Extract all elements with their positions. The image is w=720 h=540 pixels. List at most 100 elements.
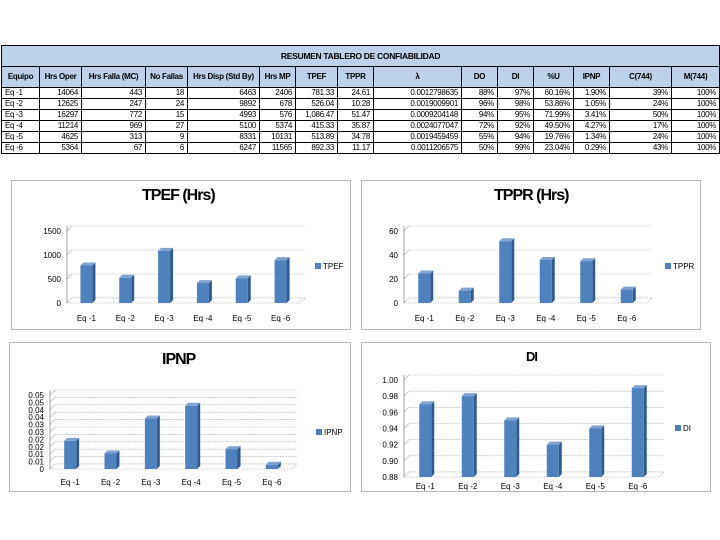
table-cell: 11.17 [337,142,374,154]
grid-tick-depth [403,407,410,413]
y-tick-label: 0.03 [28,421,44,430]
y-tick-label: 0.03 [28,428,44,437]
table-cell: 892.33 [295,142,338,154]
y-tick-label: 0.02 [28,435,44,444]
bar [119,274,135,303]
reliability-summary-table: RESUMEN TABLERO DE CONFIABILIDAD Equipo H… [0,45,720,154]
grid-tick-depth [66,225,73,232]
table-cell: 39% [609,87,672,99]
column-header: DO [461,66,498,88]
column-header: DI [497,66,534,88]
bar-side [431,401,435,477]
gridlines [403,374,664,478]
table-cell: 10131 [259,131,296,143]
table-cell: 576 [259,109,296,121]
table-cell: 247 [81,98,146,110]
equipment-cell: Eq -3 [1,109,40,121]
y-tick-label: 0.98 [382,392,398,401]
x-tick-label: Eq -6 [628,482,648,491]
y-tick-label: 500 [48,275,62,284]
table-cell: 4625 [39,131,82,143]
bar [580,258,596,303]
grid-tick-depth [49,434,56,440]
column-header: M(744) [670,66,720,88]
grid-tick-depth [49,426,56,433]
bar-side [551,256,555,303]
table-cell: 5100 [187,120,260,132]
table-row: Eq -1 14064 443 18 6463 2406 781.33 24.61 0.0012… [1,87,720,99]
table-cell: 9892 [187,98,260,110]
bar-top [104,450,120,454]
table-cell: 43% [609,142,672,154]
x-tick-label: Eq -4 [182,478,202,487]
table-row: Eq -6 5364 67 6 6247 11565 892.33 11.17 0.001120… [1,142,720,154]
table-cell: 12625 [39,98,82,110]
bar-front [580,261,593,303]
table-cell: 0.0019009901 [373,98,462,110]
bar [64,437,80,469]
bar-top [235,275,251,279]
bar [546,441,562,477]
table-cell: 100% [670,142,720,154]
chart-floor [49,463,298,470]
bar-side [592,258,596,303]
bar [504,417,520,477]
legend: DI [675,424,691,433]
y-tick-label: 0.05 [28,391,44,400]
bar-front [225,449,238,469]
x-tick-label: Eq -5 [222,478,242,487]
y-tick-label: 1000 [43,251,61,260]
legend-swatch [315,263,321,269]
ipnp-bar-chart: 00.010.010.020.020.030.030.040.040.050.0… [28,389,343,487]
table-cell: 0.0024077047 [373,120,462,132]
grid-tick-depth [403,439,410,445]
grid-tick-depth [49,397,56,403]
chart-floor [403,297,653,304]
column-header: Hrs MP [259,66,296,88]
table-cell: 17% [609,120,672,132]
table-cell: 18 [145,87,188,99]
grid-tick-depth [66,273,73,280]
grid-tick-depth [49,411,56,418]
x-tick-label: Eq -2 [458,482,478,491]
table-cell: 5374 [259,120,296,132]
table-cell: 10.28 [337,98,374,110]
table-cell: 94% [497,131,534,143]
table-cell: 24% [609,98,672,110]
grid-tick-depth [403,273,410,280]
equipment-cell: Eq -5 [1,131,40,143]
bar [104,450,120,469]
table-cell: 60.16% [533,87,574,99]
table-cell: 6247 [187,142,260,154]
bar-top [196,280,212,284]
bar-side [277,461,281,469]
table-cell: 97% [497,87,534,99]
y-tick-label: 0.04 [28,413,44,422]
equipment-cell: Eq -1 [1,87,40,99]
legend-label: TPPR [673,262,695,271]
table-cell: 1.05% [573,98,610,110]
bar-top [461,393,477,397]
table-cell: 14064 [39,87,82,99]
chart-panel-di: DI 0.88 0.90 0.92 0.94 0.96 0.98 1.00 Eq -1 Eq -… [361,342,711,492]
grid-tick-depth [66,249,73,256]
bar [225,446,241,469]
x-tick-label: Eq -6 [262,478,282,487]
x-tick-label: Eq -4 [543,482,563,491]
bar-side [511,238,515,303]
column-header: Hrs Falla (MC) [81,66,146,88]
x-tick-label: Eq -2 [455,314,475,323]
table-cell: 3.41% [573,109,610,121]
table-body: Eq -1 14064 443 18 6463 2406 781.33 24.61 0.0012… [1,87,720,154]
column-header: Hrs Oper [39,66,82,88]
bar [144,415,160,469]
chart-panel-ipnp: IPNP 0 0.01 0.01 0.02 0.02 0.03 0.03 0.04 0.04 0.… [9,342,351,492]
table-cell: 100% [670,120,720,132]
bar-top [580,258,596,262]
bar-front [265,464,278,469]
bar-side [632,286,636,303]
bar-top [504,417,520,421]
table-cell: 678 [259,98,296,110]
column-header: λ [373,66,462,88]
y-tick-label: 1.00 [382,376,398,385]
